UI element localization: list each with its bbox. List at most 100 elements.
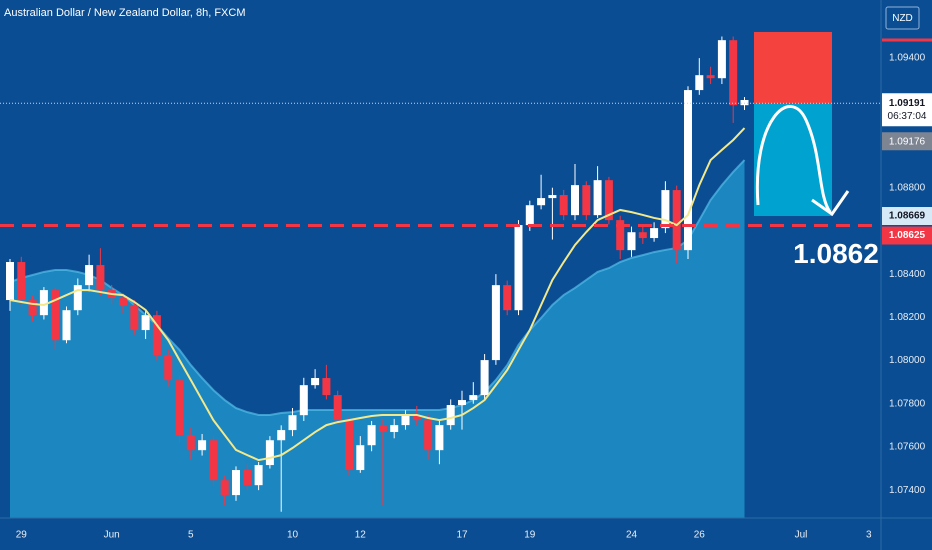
candle-body (232, 470, 240, 496)
x-tick-label: 29 (16, 530, 28, 541)
candle-body (119, 298, 127, 306)
countdown-label: 06:37:04 (888, 111, 927, 122)
candle-body (277, 430, 286, 441)
candle-body (186, 435, 195, 451)
candle-body (288, 415, 297, 431)
candle-body (73, 285, 82, 311)
y-tick-label: 1.07800 (889, 398, 926, 409)
ma-label-box (882, 132, 932, 151)
candle-body (390, 425, 399, 433)
candle-body (740, 100, 749, 106)
candle-body (401, 415, 410, 426)
currency-label[interactable]: NZD (892, 13, 913, 24)
x-tick-label: 12 (355, 530, 367, 541)
candle-body (130, 305, 139, 331)
x-tick-label: 17 (456, 530, 468, 541)
candle-body (28, 300, 37, 316)
candle-body (650, 228, 659, 239)
last-price-label: 1.09191 (889, 98, 926, 109)
candle-body (582, 185, 591, 216)
candle-body (706, 75, 715, 79)
candle-body (85, 265, 94, 286)
ma-label: 1.09176 (889, 136, 926, 147)
x-tick-label: Jul (795, 530, 808, 541)
candle-body (164, 355, 173, 381)
candle-body (616, 220, 625, 251)
candle-body (729, 40, 738, 106)
currency-box[interactable] (885, 6, 920, 30)
y-tick-label: 1.08000 (889, 355, 926, 366)
target-zone (754, 103, 832, 217)
candle-body (299, 385, 308, 416)
forecast-arrowhead (811, 190, 850, 217)
y-tick-label: 1.08800 (889, 182, 926, 193)
candle-body (424, 420, 433, 451)
target-label: 1.08669 (889, 211, 926, 222)
candle-body (480, 360, 489, 396)
candle-body (198, 440, 207, 451)
candle-body (593, 180, 602, 216)
candle-body (62, 310, 71, 341)
forecast-arrow (755, 105, 832, 213)
candle-body (435, 425, 444, 451)
candle-body (243, 470, 252, 486)
stop-zone (754, 31, 832, 104)
candle-body (469, 395, 478, 401)
candle-body (458, 400, 466, 406)
band-area (10, 160, 745, 518)
y-tick-label: 1.09400 (889, 53, 926, 64)
candle-body (503, 285, 512, 311)
candle-body (446, 405, 455, 426)
candle-body (661, 190, 670, 229)
candle-body (559, 195, 568, 216)
candle-body (412, 415, 421, 421)
y-tick-label: 1.07400 (889, 485, 926, 496)
candle-body (627, 232, 636, 251)
ma-line (9, 127, 746, 462)
candle-body (175, 380, 184, 436)
x-tick-label: 10 (287, 530, 299, 541)
candle-body (39, 290, 48, 316)
candle-body (367, 425, 376, 446)
candle-body (604, 180, 613, 221)
band-edge (9, 159, 746, 416)
annotation: 1.0862 (793, 238, 879, 269)
candle-body (356, 445, 365, 471)
candle-body (96, 265, 105, 291)
x-tick-label: 26 (694, 530, 706, 541)
last-price-box (882, 93, 932, 127)
candle-body (6, 262, 14, 301)
chart-title: Australian Dollar / New Zealand Dollar, … (4, 7, 245, 19)
level-label-box (882, 226, 932, 245)
x-tick-label: 3 (866, 530, 872, 541)
candle-body (322, 378, 331, 396)
x-tick-label: 24 (626, 530, 638, 541)
candle-body (311, 378, 320, 386)
candle-body (345, 420, 353, 471)
candle-body (152, 315, 161, 356)
x-tick-label: Jun (104, 530, 120, 541)
candle-body (514, 225, 523, 311)
candle-body (220, 480, 229, 496)
candle-body (537, 198, 546, 206)
x-tick-label: 5 (188, 530, 194, 541)
candle-body (491, 285, 500, 361)
y-tick-label: 1.08200 (889, 312, 926, 323)
candle-body (672, 190, 681, 251)
target-label-box (882, 207, 932, 226)
candle-body (695, 75, 704, 91)
candle-body (378, 425, 387, 433)
y-tick-label: 1.08400 (889, 269, 926, 280)
candle-body (525, 205, 534, 226)
plot-area (6, 31, 850, 518)
candle-body (209, 440, 218, 481)
candle-body (265, 440, 274, 466)
candle-body (141, 315, 150, 331)
candle-body (571, 185, 579, 216)
candle-body (254, 465, 263, 486)
y-tick-label: 1.07600 (889, 442, 926, 453)
candle-body (684, 90, 692, 251)
candle-body (51, 290, 60, 341)
candle-body (717, 40, 726, 79)
